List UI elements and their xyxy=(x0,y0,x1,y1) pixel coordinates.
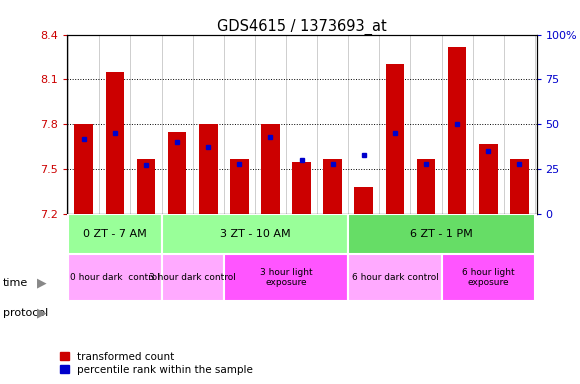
Bar xyxy=(324,159,342,214)
Bar xyxy=(292,162,311,214)
Text: 0 hour dark  control: 0 hour dark control xyxy=(70,273,160,282)
Bar xyxy=(354,187,373,214)
Bar xyxy=(162,214,348,254)
Bar xyxy=(479,144,498,214)
Legend: transformed count, percentile rank within the sample: transformed count, percentile rank withi… xyxy=(60,352,253,375)
Text: 3 ZT - 10 AM: 3 ZT - 10 AM xyxy=(220,229,290,239)
Text: 3 hour dark control: 3 hour dark control xyxy=(149,273,236,282)
Bar xyxy=(137,159,155,214)
Bar xyxy=(348,214,535,254)
Text: 3 hour light
exposure: 3 hour light exposure xyxy=(260,268,313,287)
Bar xyxy=(68,214,162,254)
Text: time: time xyxy=(3,278,28,288)
Text: ▶: ▶ xyxy=(37,306,46,319)
Bar xyxy=(168,132,187,214)
Bar xyxy=(386,65,404,214)
Bar xyxy=(74,124,93,214)
Bar xyxy=(68,254,162,301)
Text: 6 ZT - 1 PM: 6 ZT - 1 PM xyxy=(410,229,473,239)
Bar xyxy=(416,159,436,214)
Bar xyxy=(348,254,441,301)
Text: ▶: ▶ xyxy=(37,276,46,290)
Text: 6 hour light
exposure: 6 hour light exposure xyxy=(462,268,514,287)
Bar xyxy=(230,159,249,214)
Text: 6 hour dark control: 6 hour dark control xyxy=(351,273,438,282)
Bar xyxy=(224,254,348,301)
Bar xyxy=(199,124,218,214)
Text: 0 ZT - 7 AM: 0 ZT - 7 AM xyxy=(83,229,147,239)
Bar xyxy=(261,124,280,214)
Text: protocol: protocol xyxy=(3,308,48,318)
Bar xyxy=(441,254,535,301)
Bar xyxy=(162,254,224,301)
Bar xyxy=(510,159,529,214)
Bar xyxy=(106,72,124,214)
Title: GDS4615 / 1373693_at: GDS4615 / 1373693_at xyxy=(217,18,386,35)
Bar xyxy=(448,46,466,214)
